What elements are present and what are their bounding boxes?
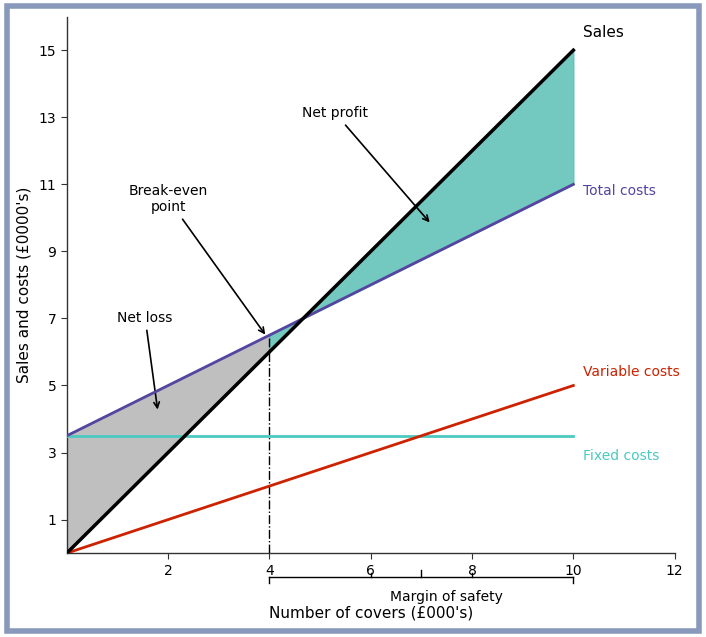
Text: Net loss: Net loss xyxy=(117,311,173,408)
Text: Sales: Sales xyxy=(583,25,624,40)
X-axis label: Number of covers (£000's): Number of covers (£000's) xyxy=(268,605,473,620)
Text: Fixed costs: Fixed costs xyxy=(583,449,660,463)
Text: Variable costs: Variable costs xyxy=(583,365,680,379)
Text: Break-even
point: Break-even point xyxy=(128,184,264,333)
Text: Margin of safety: Margin of safety xyxy=(390,590,503,604)
Y-axis label: Sales and costs (£0000's): Sales and costs (£0000's) xyxy=(17,187,32,383)
Text: Net profit: Net profit xyxy=(302,106,429,221)
Text: Total costs: Total costs xyxy=(583,184,657,198)
